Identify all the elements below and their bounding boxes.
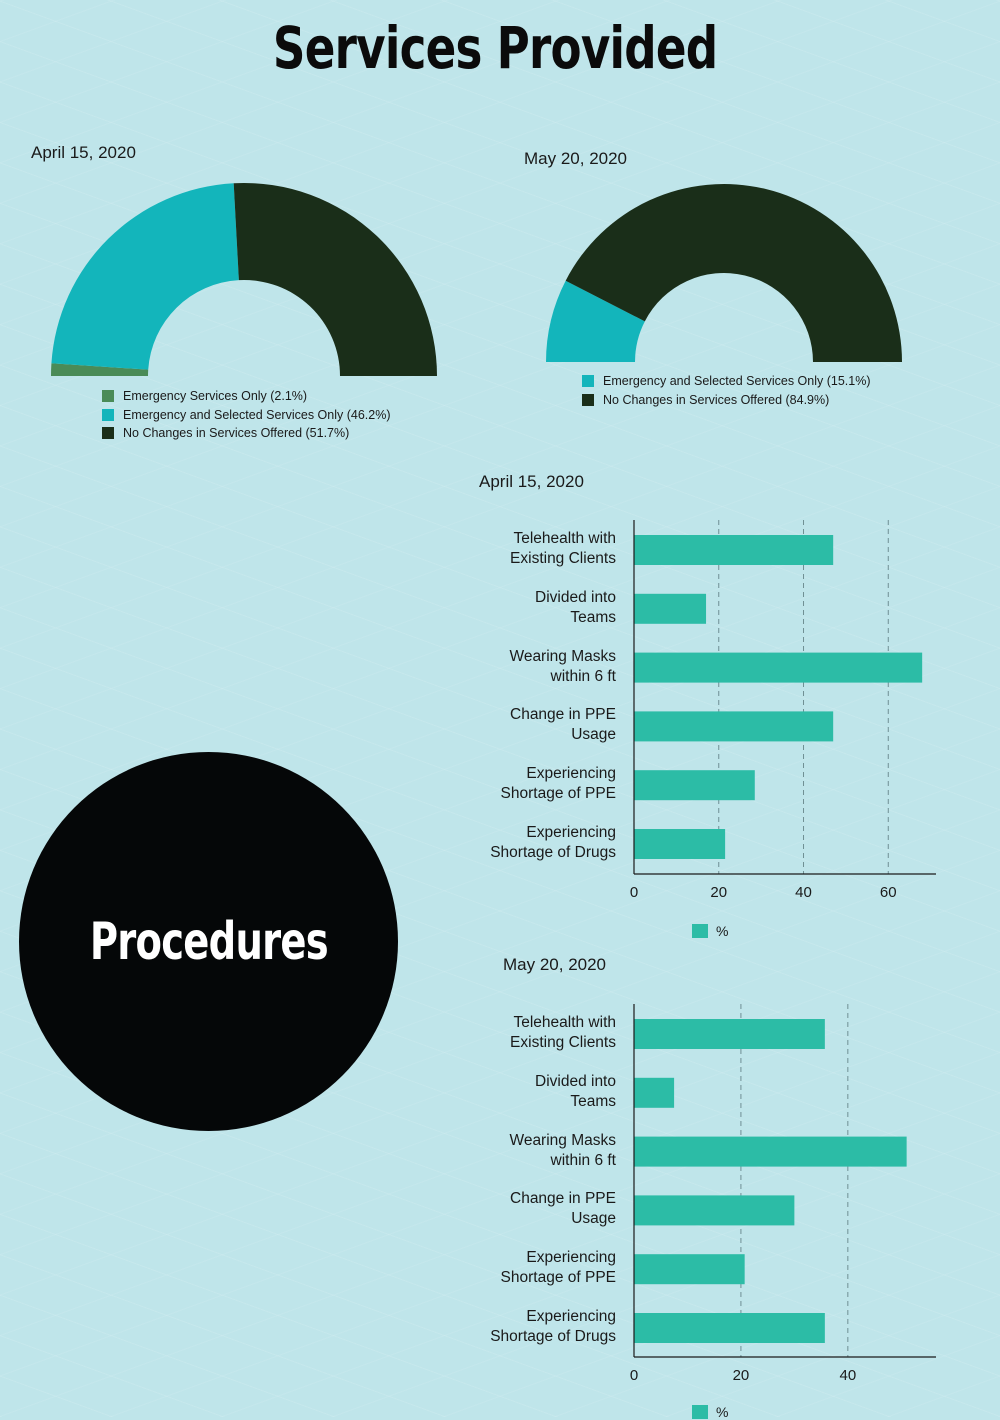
bar-1-title: April 15, 2020 bbox=[479, 472, 584, 491]
bar-1-bar-2 bbox=[634, 652, 923, 683]
bar-2-bar-4 bbox=[634, 1254, 745, 1285]
bar-1-category-label: Telehealth with Existing Clients bbox=[416, 529, 616, 569]
bar-2-category-label: Telehealth with Existing Clients bbox=[416, 1013, 616, 1053]
category-label-line: Wearing Masks bbox=[509, 647, 616, 665]
donut-1-slice-0 bbox=[51, 363, 149, 376]
bar-2-tick-label: 0 bbox=[629, 1367, 639, 1384]
category-label-line: Teams bbox=[570, 1092, 616, 1110]
bar-1-category-label: Divided into Teams bbox=[416, 588, 616, 628]
bar-2-category-label: Divided into Teams bbox=[416, 1072, 616, 1112]
category-label-line: within 6 ft bbox=[550, 667, 616, 685]
category-label-line: Experiencing bbox=[526, 1249, 616, 1267]
legend-swatch bbox=[102, 408, 114, 421]
category-label-line: Divided into bbox=[535, 1072, 616, 1090]
category-label-line: Experiencing bbox=[526, 824, 616, 841]
donut-1-legend: Emergency Services Only (2.1%) Emergency … bbox=[102, 387, 391, 443]
bar-2-category-label: Change in PPE Usage bbox=[416, 1189, 616, 1229]
bar-1-bar-0 bbox=[634, 535, 834, 565]
bar-1-category-label: Wearing Masks within 6 ft bbox=[416, 647, 616, 687]
bar-2-bar-5 bbox=[634, 1313, 825, 1343]
legend-label: Emergency and Selected Services Only (46… bbox=[123, 407, 391, 422]
legend-label: No Changes in Services Offered (84.9%) bbox=[603, 392, 830, 407]
bar-1-category-label: Experiencing Shortage of PPE bbox=[416, 764, 616, 804]
bar-2-tick-label: 40 bbox=[839, 1367, 857, 1384]
legend-swatch bbox=[102, 390, 114, 403]
category-label-line: Divided into bbox=[535, 588, 616, 606]
category-label-line: Shortage of Drugs bbox=[490, 1328, 616, 1345]
category-label-line: Usage bbox=[571, 726, 616, 744]
legend-swatch bbox=[582, 375, 594, 388]
bar-2-category-label: Wearing Masks within 6 ft bbox=[416, 1131, 616, 1171]
donut-1-legend-item: Emergency and Selected Services Only (46… bbox=[102, 406, 391, 425]
bar-2-legend: % bbox=[692, 1404, 728, 1420]
category-label-line: Experiencing bbox=[526, 765, 616, 783]
bar-1-legend-swatch bbox=[692, 924, 708, 938]
category-label-line: Teams bbox=[570, 608, 616, 626]
bar-1-tick-label: 60 bbox=[879, 884, 897, 901]
category-label-line: Shortage of PPE bbox=[500, 1269, 616, 1287]
donut-1-legend-item: Emergency Services Only (2.1%) bbox=[102, 387, 391, 406]
bar-2-bar-1 bbox=[634, 1077, 675, 1108]
category-label-line: Change in PPE bbox=[510, 1190, 616, 1208]
legend-swatch bbox=[102, 427, 114, 440]
bar-1-bar-1 bbox=[634, 593, 707, 624]
bar-2-bar-2 bbox=[634, 1136, 907, 1167]
page-title: Services Provided bbox=[272, 14, 718, 82]
bar-2-tick-label: 20 bbox=[732, 1367, 750, 1384]
donut-2-title: May 20, 2020 bbox=[524, 149, 628, 168]
category-label-line: Existing Clients bbox=[510, 1034, 616, 1051]
bar-2-category-label: Experiencing Shortage of PPE bbox=[416, 1248, 616, 1288]
bar-2-legend-label: % bbox=[716, 1404, 729, 1420]
category-label-line: Shortage of Drugs bbox=[490, 844, 616, 861]
donut-1-slice-2 bbox=[233, 183, 437, 376]
bar-1-tick-label: 0 bbox=[629, 884, 639, 901]
donut-2-slice-1 bbox=[565, 184, 902, 362]
category-label-line: within 6 ft bbox=[550, 1151, 616, 1169]
procedures-circle: Procedures bbox=[19, 752, 398, 1131]
bar-2-bar-0 bbox=[634, 1019, 825, 1049]
donut-1-legend-item: No Changes in Services Offered (51.7%) bbox=[102, 424, 391, 443]
category-label-line: Telehealth with bbox=[513, 1014, 616, 1031]
bar-1-bar-4 bbox=[634, 770, 755, 801]
legend-label: No Changes in Services Offered (51.7%) bbox=[123, 426, 350, 441]
bar-1-bar-3 bbox=[634, 711, 834, 742]
bar-2-category-label: Experiencing Shortage of Drugs bbox=[416, 1307, 616, 1347]
donut-2-legend-item: Emergency and Selected Services Only (15… bbox=[582, 372, 871, 391]
category-label-line: Wearing Masks bbox=[509, 1131, 616, 1149]
bar-1-legend-label: % bbox=[716, 923, 729, 939]
category-label-line: Experiencing bbox=[526, 1308, 616, 1325]
legend-swatch bbox=[582, 393, 594, 406]
procedures-label: Procedures bbox=[89, 911, 328, 972]
bar-1-legend: % bbox=[692, 923, 728, 939]
category-label-line: Usage bbox=[571, 1210, 616, 1228]
category-label-line: Shortage of PPE bbox=[500, 785, 616, 803]
donut-1-slice-1 bbox=[51, 183, 239, 370]
bar-1-category-label: Change in PPE Usage bbox=[416, 705, 616, 745]
category-label-line: Change in PPE bbox=[510, 706, 616, 724]
donut-2-legend: Emergency and Selected Services Only (15… bbox=[582, 372, 871, 409]
bar-2-legend-swatch bbox=[692, 1405, 708, 1419]
bar-1-category-label: Experiencing Shortage of Drugs bbox=[416, 823, 616, 863]
legend-label: Emergency and Selected Services Only (15… bbox=[603, 374, 871, 389]
category-label-line: Telehealth with bbox=[513, 530, 616, 547]
bar-1-tick-label: 40 bbox=[795, 884, 812, 901]
donut-1-title: April 15, 2020 bbox=[31, 143, 136, 162]
category-label-line: Existing Clients bbox=[510, 550, 616, 567]
bar-2-bar-3 bbox=[634, 1195, 795, 1226]
donut-2-legend-item: No Changes in Services Offered (84.9%) bbox=[582, 391, 871, 410]
bar-1-bar-5 bbox=[634, 829, 726, 859]
legend-label: Emergency Services Only (2.1%) bbox=[123, 389, 308, 404]
bar-1-tick-label: 20 bbox=[710, 884, 728, 901]
donut-2-slice-0 bbox=[546, 280, 645, 362]
bar-2-title: May 20, 2020 bbox=[503, 955, 607, 974]
